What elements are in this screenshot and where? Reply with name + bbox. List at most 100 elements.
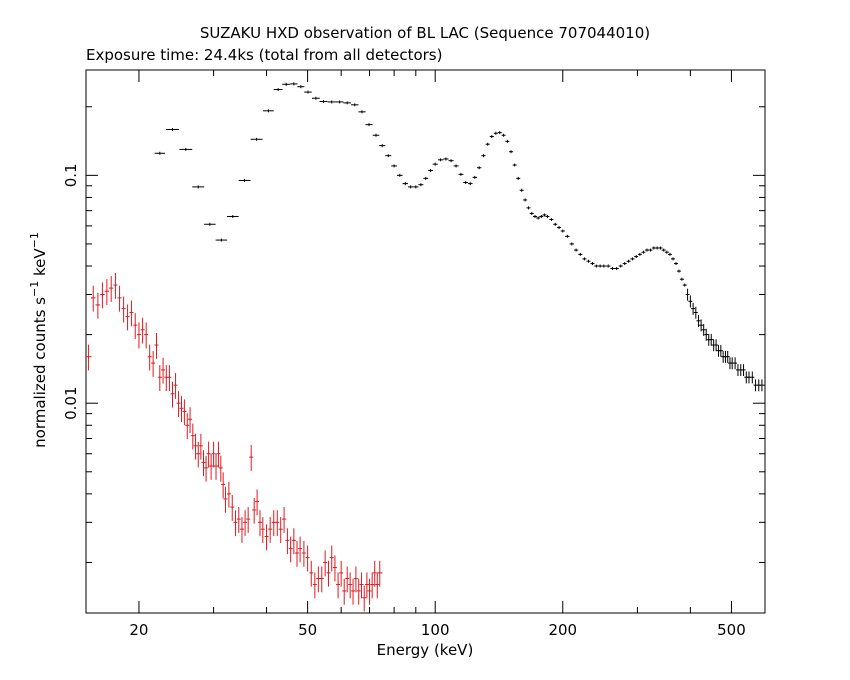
data-point — [526, 206, 531, 210]
data-point — [377, 560, 383, 587]
data-series — [85, 82, 765, 612]
data-point — [418, 183, 424, 187]
data-point — [539, 214, 544, 218]
data-point — [249, 445, 254, 471]
data-point — [688, 295, 693, 308]
data-point — [651, 246, 656, 250]
data-point — [485, 142, 490, 146]
data-point — [493, 131, 498, 135]
data-point — [185, 413, 190, 440]
data-point — [319, 566, 324, 593]
data-point — [582, 257, 587, 261]
data-point — [250, 137, 263, 141]
data-point — [536, 216, 541, 220]
data-point — [553, 222, 558, 226]
data-point — [348, 572, 353, 599]
data-point — [140, 317, 145, 344]
data-point — [569, 242, 574, 246]
data-point — [275, 510, 280, 537]
data-point — [396, 173, 403, 177]
data-point — [109, 276, 114, 302]
data-point — [391, 164, 398, 168]
data-point — [90, 285, 96, 312]
data-point — [372, 133, 380, 137]
data-point — [481, 154, 486, 158]
data-point — [685, 288, 690, 301]
data-point — [312, 96, 320, 100]
data-point — [353, 566, 358, 593]
data-point — [182, 399, 187, 426]
data-point — [144, 322, 149, 349]
data-point — [423, 176, 429, 180]
data-point — [594, 264, 599, 268]
x-tick-label: 200 — [548, 621, 577, 639]
data-point — [428, 169, 433, 173]
data-point — [542, 213, 547, 217]
data-point — [362, 585, 367, 612]
data-point — [170, 381, 175, 408]
data-point — [586, 259, 591, 263]
data-point — [676, 269, 681, 273]
data-point — [264, 524, 269, 551]
data-point — [291, 528, 296, 555]
data-point — [679, 277, 684, 281]
data-point — [278, 517, 283, 543]
data-point — [316, 566, 321, 593]
data-point — [342, 578, 347, 605]
data-point — [437, 158, 444, 162]
data-point — [336, 572, 341, 599]
data-point — [239, 517, 244, 543]
data-point — [443, 157, 449, 161]
data-point — [329, 545, 334, 572]
data-point — [413, 185, 419, 189]
data-point — [125, 304, 130, 331]
data-point — [221, 472, 226, 499]
data-point — [523, 198, 528, 202]
data-point — [193, 433, 198, 460]
data-point — [236, 506, 241, 533]
data-point — [598, 264, 603, 268]
data-point — [343, 101, 351, 105]
data-point — [674, 262, 679, 266]
data-point — [560, 229, 565, 233]
data-point — [190, 423, 195, 450]
data-point — [699, 319, 704, 332]
data-point — [198, 433, 203, 460]
data-point — [667, 252, 672, 256]
data-point — [288, 536, 293, 563]
data-point — [133, 313, 138, 339]
data-point — [262, 109, 274, 113]
data-point — [489, 135, 494, 139]
data-point — [448, 159, 454, 163]
data-point — [519, 188, 524, 192]
data-point — [252, 497, 257, 524]
chart-subtitle: Exposure time: 24.4ks (total from all de… — [86, 46, 442, 64]
data-point — [157, 365, 162, 392]
data-point — [129, 300, 134, 327]
data-point — [117, 285, 122, 312]
data-point — [151, 350, 156, 377]
data-point — [226, 481, 231, 508]
data-point — [298, 536, 303, 563]
data-point — [113, 272, 118, 299]
data-point — [637, 252, 642, 256]
data-point — [671, 257, 676, 261]
data-point — [339, 560, 344, 587]
data-point — [285, 528, 290, 555]
data-point — [282, 82, 291, 86]
data-point — [661, 248, 666, 252]
data-point — [664, 250, 669, 254]
data-point — [718, 344, 723, 357]
y-axis-label-exp1: −1 — [28, 281, 41, 297]
data-point — [351, 103, 359, 107]
data-point — [701, 324, 706, 336]
data-point — [223, 486, 228, 513]
data-point — [644, 248, 649, 252]
data-point — [85, 344, 92, 371]
data-point — [696, 315, 701, 327]
data-point — [179, 147, 193, 151]
y-axis-label-exp2: −1 — [28, 232, 41, 248]
data-point — [704, 328, 709, 341]
data-point — [121, 296, 126, 323]
data-point — [215, 238, 228, 242]
